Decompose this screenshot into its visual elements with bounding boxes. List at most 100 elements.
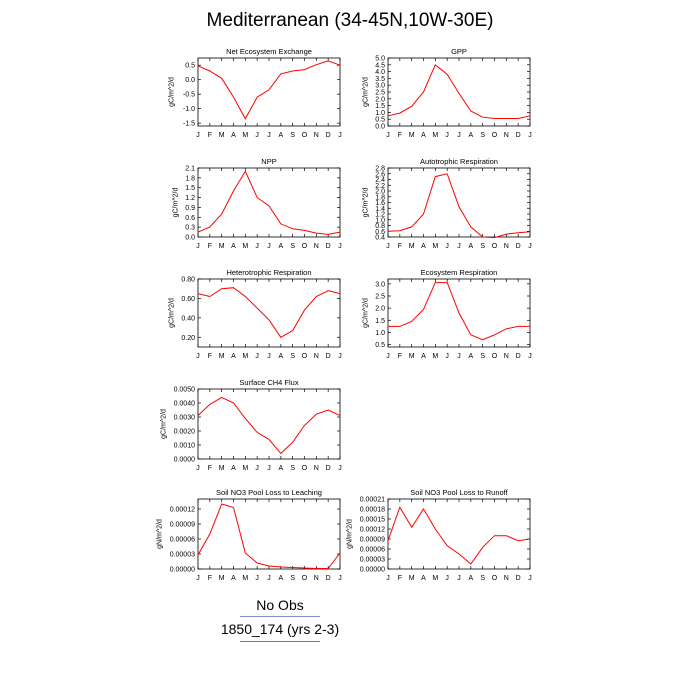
x-tick-label: M [432, 353, 438, 360]
series-line-1 [197, 396, 341, 455]
x-tick-label: M [242, 465, 248, 472]
x-tick-label: A [468, 353, 473, 360]
x-tick-label: J [528, 575, 532, 582]
x-tick-label: S [290, 243, 295, 250]
y-tick-label: 1.5 [185, 185, 195, 192]
y-tick-label: 0.00003 [360, 557, 385, 564]
y-tick-label: 2.5 [375, 90, 385, 97]
x-tick-label: A [468, 575, 473, 582]
y-tick-label: 1.0 [375, 110, 385, 117]
series-line-1 [387, 173, 531, 239]
y-tick-label: 2.0 [375, 96, 385, 103]
y-tick-label: 0.4 [375, 235, 385, 242]
x-tick-label: J [457, 243, 461, 250]
x-tick-label: D [516, 132, 521, 139]
x-tick-label: A [278, 465, 283, 472]
y-tick-label: 0.6 [185, 215, 195, 222]
plot-frame [197, 57, 341, 127]
y-axis-label: gN/m^2/d [156, 519, 163, 549]
x-tick-label: F [398, 132, 402, 139]
x-tick-label: A [231, 132, 236, 139]
x-tick-label: J [445, 243, 449, 250]
panel-title: Autotrophic Respiration [420, 157, 498, 166]
x-tick-label: J [338, 575, 342, 582]
x-tick-label: O [492, 243, 498, 250]
x-tick-label: A [278, 243, 283, 250]
series-line-1 [197, 170, 341, 235]
x-tick-label: M [242, 353, 248, 360]
y-tick-label: 2.4 [375, 177, 385, 184]
y-tick-label: 0.3 [185, 225, 195, 232]
panel-title: Soil NO3 Pool Loss to Runoff [410, 488, 508, 497]
y-tick-label: 0.80 [181, 277, 195, 284]
y-tick-label: 0.8 [375, 223, 385, 230]
y-axis-label: gC/m^2/d [169, 77, 176, 107]
x-tick-label: J [445, 132, 449, 139]
x-tick-label: D [326, 132, 331, 139]
x-tick-label: D [326, 243, 331, 250]
panel-title: GPP [451, 47, 467, 56]
x-tick-label: S [480, 243, 485, 250]
y-tick-label: 1.0 [375, 217, 385, 224]
x-tick-label: J [267, 243, 271, 250]
y-tick-label: 1.8 [375, 194, 385, 201]
y-tick-label: 0.0000 [174, 457, 196, 464]
y-tick-label: 0.00012 [360, 527, 385, 534]
x-tick-label: S [290, 132, 295, 139]
x-tick-label: N [314, 575, 319, 582]
y-tick-label: 0.5 [375, 342, 385, 349]
plot-frame [197, 388, 341, 460]
x-tick-label: J [338, 353, 342, 360]
y-tick-label: 3.5 [375, 76, 385, 83]
x-tick-label: A [278, 353, 283, 360]
x-tick-label: F [208, 243, 212, 250]
x-tick-label: A [468, 243, 473, 250]
y-tick-label: 4.5 [375, 62, 385, 69]
x-tick-label: S [480, 575, 485, 582]
x-tick-label: A [421, 243, 426, 250]
y-tick-label: 0.6 [375, 229, 385, 236]
y-axis-label: gC/m^2/d [160, 409, 167, 439]
y-axis-label: gC/m^2/d [363, 188, 370, 218]
x-tick-label: J [528, 353, 532, 360]
x-tick-label: N [314, 132, 319, 139]
y-axis-label: gN/m^2/d [346, 519, 353, 549]
x-tick-label: O [492, 132, 498, 139]
x-tick-label: J [386, 243, 390, 250]
x-tick-label: J [457, 132, 461, 139]
series-line-1 [197, 503, 341, 569]
x-tick-label: A [278, 575, 283, 582]
x-tick-label: M [432, 132, 438, 139]
panel-title: NPP [261, 157, 276, 166]
x-tick-label: J [255, 353, 259, 360]
y-tick-label: 0.0 [185, 235, 195, 242]
x-tick-label: J [267, 575, 271, 582]
x-tick-label: J [196, 575, 200, 582]
y-tick-label: 0.0050 [174, 387, 196, 394]
y-tick-label: 1.0 [375, 330, 385, 337]
page-title: Mediterranean (34-45N,10W-30E) [206, 10, 494, 31]
y-tick-label: 2.6 [375, 171, 385, 178]
y-tick-label: 1.8 [185, 175, 195, 182]
series-line-1 [388, 282, 530, 341]
x-tick-label: N [314, 243, 319, 250]
y-tick-label: 0.0030 [174, 415, 196, 422]
x-tick-label: J [386, 353, 390, 360]
y-tick-label: 0.20 [181, 335, 195, 342]
x-tick-label: J [338, 132, 342, 139]
y-tick-label: 0.60 [181, 296, 195, 303]
x-tick-label: J [445, 575, 449, 582]
x-tick-label: M [242, 243, 248, 250]
y-tick-label: 0.00009 [360, 537, 385, 544]
series-line-1 [387, 64, 531, 119]
x-tick-label: M [242, 132, 248, 139]
y-axis-label: gC/m^2/d [363, 298, 370, 328]
x-tick-label: N [504, 575, 509, 582]
x-tick-label: J [267, 465, 271, 472]
x-tick-label: J [338, 243, 342, 250]
y-tick-label: 0.00021 [360, 497, 385, 504]
